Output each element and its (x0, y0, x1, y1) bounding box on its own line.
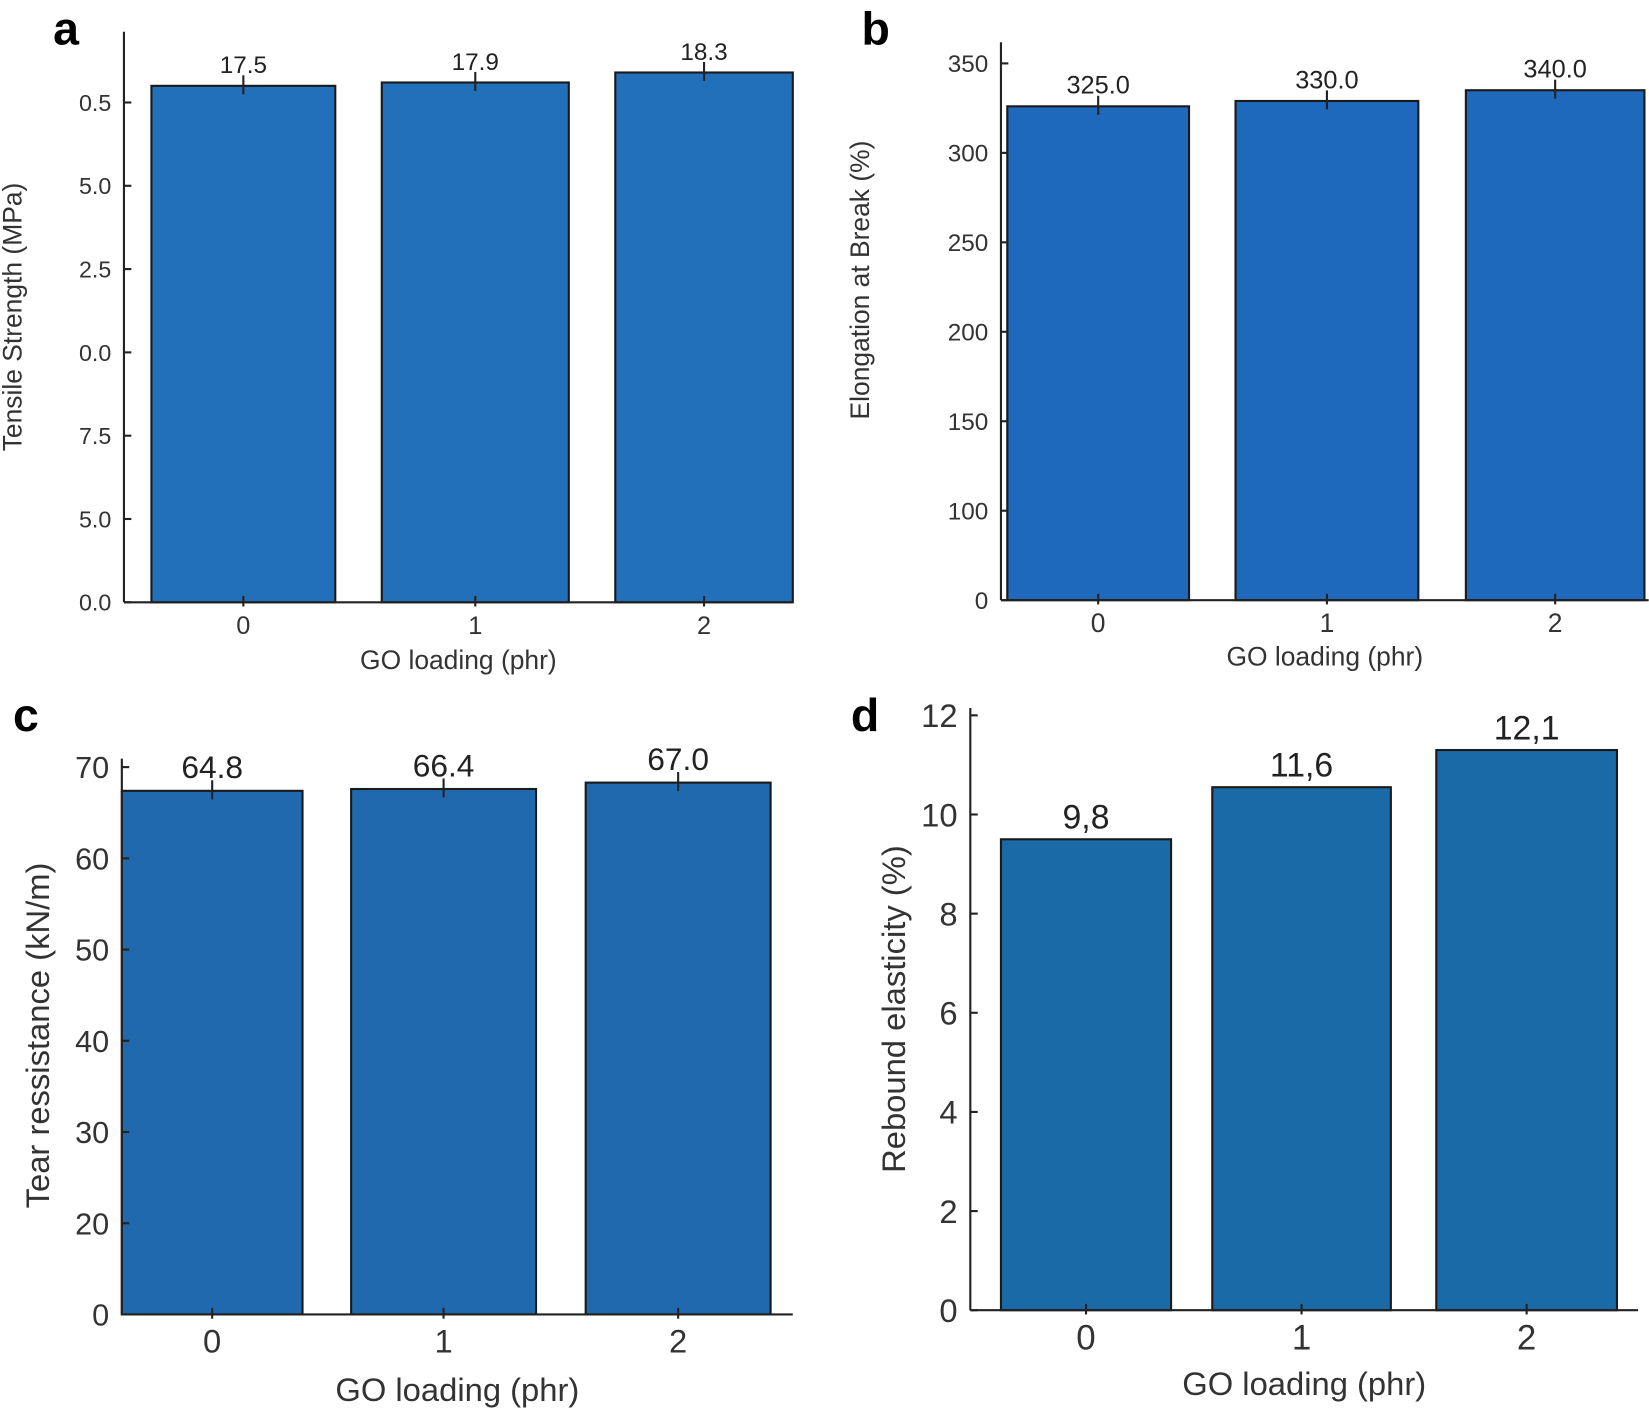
panel-b: 325.0 0 330.0 1 340.0 2 0 100 150 200 250 300 350 GO … (845, 2, 1649, 672)
y-tick-label: 4 (939, 1094, 957, 1131)
x-tick-label: 0 (1091, 608, 1106, 638)
bar-0 (150, 84, 337, 604)
y-tick-label: 0.5 (79, 90, 111, 116)
x-tick-label: 0 (1076, 1318, 1095, 1357)
bar-2 (584, 781, 772, 1316)
y-tick-label: 0 (975, 588, 989, 615)
x-axis-title: GO loading (phr) (1226, 642, 1423, 672)
value-label: 17.9 (452, 49, 499, 76)
bar-2 (1464, 89, 1646, 602)
y-tick-label: 0 (939, 1292, 957, 1329)
panel-letter: a (53, 2, 80, 54)
x-tick-label: 2 (1548, 608, 1563, 638)
x-tick-label: 2 (1517, 1318, 1536, 1357)
panel-letter: c (13, 689, 39, 741)
y-axis-title: Tear ressistance (kN/m) (19, 863, 56, 1209)
x-tick-label: 1 (468, 612, 482, 640)
y-tick-label: 100 (948, 498, 989, 525)
x-tick-label: 0 (203, 1322, 221, 1359)
value-label: 18.3 (680, 39, 727, 66)
y-axis-title: Tensile Strength (MPa) (0, 183, 27, 452)
bar-0 (120, 789, 304, 1316)
value-label: 17.5 (220, 52, 267, 79)
y-tick-label: 40 (75, 1025, 109, 1059)
y-tick-label: 200 (948, 320, 989, 347)
y-tick-label: 0 (92, 1298, 109, 1332)
bar-1 (1234, 99, 1420, 602)
bar-1 (1211, 786, 1392, 1312)
y-tick-label: 7.5 (79, 423, 111, 449)
value-label: 9,8 (1063, 799, 1110, 837)
panel-d: 9,8 0 11,6 1 12,1 2 0 2 4 6 8 10 12 GO loading (phr) R… (851, 689, 1639, 1402)
bar-0 (1006, 105, 1191, 602)
y-tick-label: 20 (75, 1207, 109, 1241)
x-tick-label: 2 (697, 612, 711, 640)
bar-0 (999, 838, 1173, 1312)
y-tick-label: 350 (948, 51, 989, 78)
y-tick-label: 6 (939, 995, 957, 1032)
y-tick-label: 0.0 (79, 590, 111, 616)
value-label: 64.8 (181, 749, 243, 785)
y-tick-label: 2 (939, 1193, 957, 1230)
y-tick-label: 8 (939, 895, 957, 932)
value-label: 11,6 (1270, 747, 1333, 785)
y-tick-label: 70 (75, 751, 109, 785)
x-tick-label: 0 (236, 612, 250, 640)
y-axis-title: Elongation at Break (%) (845, 141, 875, 420)
y-tick-label: 2.5 (79, 256, 111, 282)
x-tick-label: 1 (434, 1322, 452, 1359)
x-tick-label: 1 (1320, 608, 1335, 638)
y-tick-label: 12 (921, 697, 957, 734)
value-label: 330.0 (1295, 66, 1358, 94)
y-tick-label: 10 (921, 796, 957, 833)
x-axis-title: GO loading (phr) (1182, 1365, 1426, 1402)
bar-1 (350, 787, 538, 1316)
bar-1 (380, 81, 570, 604)
y-tick-label: 250 (948, 230, 989, 257)
y-tick-label: 5.0 (79, 506, 111, 532)
y-tick-label: 0.0 (79, 340, 111, 366)
value-label: 67.0 (647, 741, 709, 777)
y-tick-label: 50 (75, 934, 109, 968)
y-axis-title: Rebound elasticity (%) (875, 845, 912, 1173)
y-tick-label: 30 (75, 1116, 109, 1150)
value-label: 325.0 (1066, 72, 1129, 100)
value-label: 66.4 (413, 747, 475, 783)
y-tick-label: 300 (948, 141, 989, 168)
x-tick-label: 1 (1292, 1318, 1311, 1357)
panel-letter: d (851, 689, 879, 741)
value-label: 340.0 (1523, 56, 1586, 84)
y-tick-label: 5.0 (79, 173, 111, 199)
y-tick-label: 150 (948, 409, 989, 436)
panel-a: 17.5 0 17.9 1 18.3 2 0.0 5.0 7.5 0.0 2.5 5.0 0.5 GO l… (0, 2, 794, 675)
bar-2 (1435, 748, 1619, 1312)
y-tick-label: 60 (75, 842, 109, 876)
value-label: 12,1 (1494, 709, 1560, 747)
x-tick-label: 2 (669, 1322, 687, 1359)
bar-2 (614, 71, 794, 604)
panel-letter: b (861, 2, 889, 54)
x-axis-title: GO loading (phr) (335, 1371, 579, 1408)
x-axis-title: GO loading (phr) (360, 645, 557, 675)
